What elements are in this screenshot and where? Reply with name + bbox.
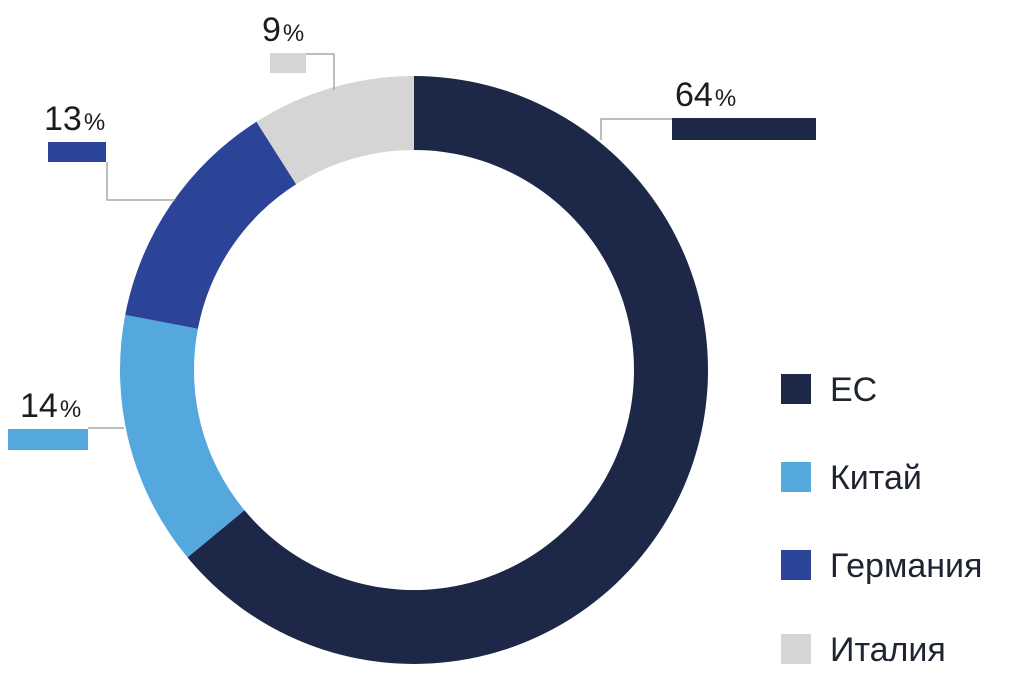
- legend-label-eu: ЕС: [830, 371, 877, 409]
- callout-bar-italy: [270, 53, 306, 73]
- data-label-eu: 64%: [675, 76, 736, 114]
- callouts: 64% 14% 13% 9%: [8, 11, 816, 450]
- legend-swatch-italy: [781, 634, 811, 664]
- callout-bar-eu: [672, 118, 816, 140]
- callout-bar-china: [8, 429, 88, 450]
- data-label-italy: 9%: [262, 11, 304, 49]
- legend-item-china: Китай: [781, 459, 922, 497]
- callout-germany: 13%: [44, 100, 175, 201]
- legend-swatch-eu: [781, 374, 811, 404]
- legend-label-china: Китай: [830, 459, 922, 497]
- data-label-germany: 13%: [44, 100, 105, 138]
- legend-label-germany: Германия: [830, 547, 982, 585]
- legend-item-italy: Италия: [781, 631, 946, 669]
- leader-line-italy: [305, 53, 335, 90]
- callout-eu: 64%: [600, 76, 816, 140]
- donut-slice-italy: [256, 76, 414, 185]
- donut-slice-china: [120, 314, 245, 558]
- legend-swatch-china: [781, 462, 811, 492]
- callout-china: 14%: [8, 387, 124, 450]
- callout-italy: 9%: [262, 11, 335, 90]
- leader-line-eu: [600, 118, 672, 140]
- legend-item-germany: Германия: [781, 547, 982, 585]
- callout-bar-germany: [48, 142, 106, 162]
- donut-slices: [120, 76, 708, 665]
- donut-slice-germany: [125, 121, 297, 329]
- legend-label-italy: Италия: [830, 631, 946, 669]
- leader-line-germany: [106, 162, 175, 201]
- legend: ЕС Китай Германия Италия: [781, 371, 982, 669]
- legend-item-eu: ЕС: [781, 371, 877, 409]
- donut-slice-eu: [187, 76, 708, 665]
- legend-swatch-germany: [781, 550, 811, 580]
- data-label-china: 14%: [20, 387, 81, 425]
